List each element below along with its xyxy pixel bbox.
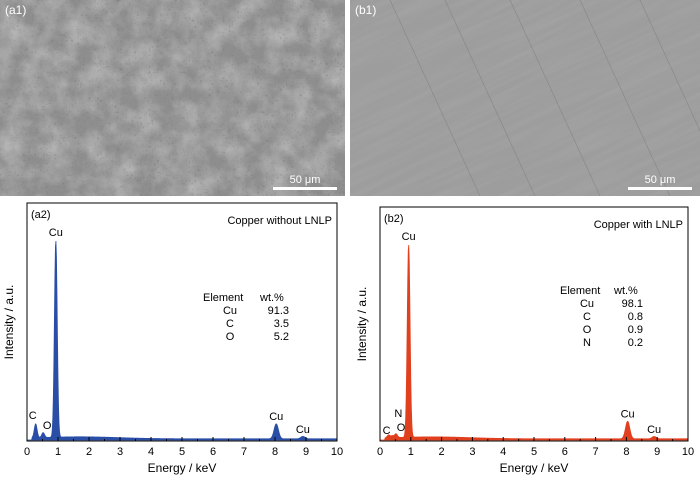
table-header-wt-b2: wt.% — [613, 285, 638, 297]
sem-image-b1: (b1) 50 μm — [350, 0, 700, 196]
table-header-element-b2: Element — [560, 285, 600, 297]
x-tick-label-a2-7: 7 — [241, 446, 247, 458]
table-value-a2-1: 3.5 — [274, 318, 289, 330]
x-tick-label-a2-4: 4 — [148, 446, 154, 458]
x-tick-label-a2-3: 3 — [117, 446, 123, 458]
scale-bar-line-a1 — [273, 187, 337, 190]
x-tick-label-b2-9: 9 — [654, 446, 660, 458]
x-tick-label-b2-4: 4 — [500, 446, 506, 458]
peak-label-a2-0: C — [29, 410, 37, 422]
sem-texture-b1 — [350, 0, 700, 196]
table-value-b2-0: 98.1 — [622, 298, 643, 310]
peak-label-a2-4: Cu — [296, 424, 310, 436]
table-value-b2-3: 0.2 — [628, 337, 643, 349]
peak-label-a2-3: Cu — [269, 411, 283, 423]
table-value-b2-2: 0.9 — [628, 324, 643, 336]
panel-label-a1: (a1) — [5, 3, 27, 17]
spectrum-area-a2 — [27, 240, 338, 441]
x-tick-label-a2-9: 9 — [303, 446, 309, 458]
table-value-a2-2: 5.2 — [274, 331, 289, 343]
x-tick-label-a2-6: 6 — [210, 446, 216, 458]
peak-label-b2-5: Cu — [647, 424, 661, 436]
scale-bar-b1: 50 μm — [628, 174, 692, 190]
x-tick-label-a2-10: 10 — [331, 446, 343, 458]
table-element-b2-3: N — [583, 337, 591, 349]
y-axis-label-a2: Intensity / a.u. — [2, 285, 16, 360]
table-element-b2-0: Cu — [580, 298, 594, 310]
peak-label-b2-2: N — [394, 408, 402, 420]
y-axis-label-b2: Intensity / a.u. — [355, 287, 369, 362]
peak-label-a2-1: O — [43, 420, 52, 432]
table-header-wt-a2: wt.% — [259, 292, 284, 304]
x-tick-label-b2-7: 7 — [593, 446, 599, 458]
table-element-a2-0: Cu — [223, 305, 237, 317]
x-tick-label-b2-3: 3 — [469, 446, 475, 458]
sem-texture-a1 — [0, 0, 345, 196]
x-tick-label-a2-8: 8 — [272, 446, 278, 458]
peak-label-a2-2: Cu — [49, 227, 63, 239]
x-tick-label-a2-0: 0 — [24, 446, 30, 458]
panel-label-b2: (b2) — [384, 213, 404, 225]
plot-frame-a2 — [26, 202, 338, 442]
x-axis-label-a2: Energy / keV — [148, 461, 217, 475]
panel-label-a2: (a2) — [31, 209, 51, 221]
peak-label-b2-0: C — [383, 425, 391, 437]
table-value-b2-1: 0.8 — [628, 311, 643, 323]
table-header-element-a2: Element — [203, 292, 243, 304]
peak-label-b2-1: O — [397, 422, 406, 434]
x-tick-label-b2-10: 10 — [682, 446, 694, 458]
x-tick-label-b2-1: 1 — [408, 446, 414, 458]
x-tick-label-a2-5: 5 — [179, 446, 185, 458]
x-tick-label-a2-2: 2 — [86, 446, 92, 458]
scale-bar-label-a1: 50 μm — [289, 174, 321, 186]
table-element-a2-1: C — [226, 318, 234, 330]
peak-label-b2-3: Cu — [402, 231, 416, 243]
sem-image-a1: (a1) 50 μm — [0, 0, 345, 196]
chart-title-b2: Copper with LNLP — [594, 219, 683, 231]
scale-bar-label-b1: 50 μm — [644, 174, 676, 186]
spectrum-area-b2 — [380, 244, 689, 441]
x-tick-label-b2-2: 2 — [439, 446, 445, 458]
table-element-a2-2: O — [226, 331, 235, 343]
scale-bar-a1: 50 μm — [273, 174, 337, 190]
table-element-b2-1: C — [583, 311, 591, 323]
x-tick-label-a2-1: 1 — [55, 446, 61, 458]
x-tick-label-b2-8: 8 — [623, 446, 629, 458]
chart-title-a2: Copper without LNLP — [227, 215, 332, 227]
scale-bar-line-b1 — [628, 187, 692, 190]
x-tick-label-b2-6: 6 — [562, 446, 568, 458]
table-value-a2-0: 91.3 — [268, 305, 289, 317]
peak-label-b2-4: Cu — [621, 408, 635, 420]
panel-label-b1: (b1) — [355, 3, 377, 17]
table-element-b2-2: O — [583, 324, 592, 336]
x-tick-label-b2-5: 5 — [531, 446, 537, 458]
x-tick-label-b2-0: 0 — [377, 446, 383, 458]
x-axis-label-b2: Energy / keV — [500, 461, 569, 475]
